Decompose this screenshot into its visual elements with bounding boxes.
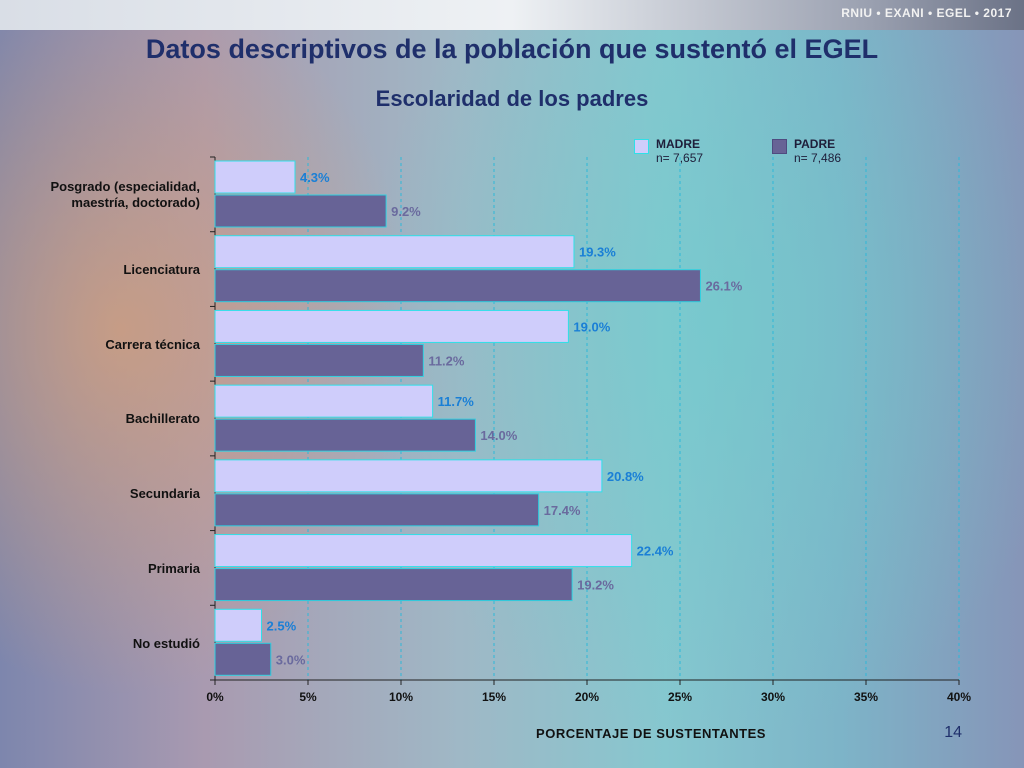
x-tick-label: 20% bbox=[574, 690, 600, 704]
bar-madre bbox=[214, 459, 603, 493]
category-label-secundaria: Secundaria bbox=[129, 486, 200, 501]
bar-padre bbox=[214, 493, 540, 527]
page-number: 14 bbox=[944, 724, 962, 741]
brand-text: RNIU • EXANI • EGEL • 2017 bbox=[841, 6, 1012, 20]
data-label-padre: 11.2% bbox=[428, 353, 465, 368]
bar-padre bbox=[214, 418, 476, 452]
top-banner: RNIU • EXANI • EGEL • 2017 bbox=[0, 0, 1024, 30]
legend-n-padre: n= 7,486 bbox=[794, 151, 842, 165]
x-tick-label: 10% bbox=[388, 690, 414, 704]
category-label-primaria: Primaria bbox=[147, 561, 200, 576]
data-label-padre: 14.0% bbox=[480, 428, 517, 443]
x-tick-label: 0% bbox=[206, 690, 224, 704]
data-label-padre: 17.4% bbox=[544, 503, 581, 518]
legend-item-padre: PADRE n= 7,486 bbox=[772, 137, 912, 167]
slide-title: Datos descriptivos de la población que s… bbox=[145, 34, 879, 64]
data-label-madre: 11.7% bbox=[438, 394, 475, 409]
chart-title: Escolaridad de los padres bbox=[375, 86, 649, 111]
data-label-madre: 20.8% bbox=[607, 469, 644, 484]
category-label-licenciatura: Licenciatura bbox=[123, 262, 200, 277]
legend-swatch-padre bbox=[772, 139, 787, 154]
data-label-padre: 19.2% bbox=[577, 578, 614, 593]
bar-madre bbox=[214, 160, 296, 194]
bar-madre bbox=[214, 309, 569, 343]
category-label-no-estudio: No estudió bbox=[132, 636, 200, 651]
legend-label-padre: PADRE bbox=[794, 137, 836, 151]
x-tick-label: 30% bbox=[760, 690, 786, 704]
x-tick-label: 25% bbox=[667, 690, 693, 704]
category-label-carrera-tecnica: Carrera técnica bbox=[105, 337, 200, 352]
data-label-madre: 22.4% bbox=[637, 544, 674, 559]
bar-madre bbox=[214, 534, 633, 568]
x-tick-label: 5% bbox=[299, 690, 317, 704]
data-label-padre: 9.2% bbox=[391, 204, 421, 219]
data-label-padre: 26.1% bbox=[705, 279, 742, 294]
bar-madre bbox=[214, 235, 575, 269]
x-tick-label: 35% bbox=[853, 690, 879, 704]
bar-padre bbox=[214, 269, 701, 303]
x-tick-label: 15% bbox=[481, 690, 507, 704]
data-label-madre: 19.0% bbox=[573, 319, 610, 334]
data-label-madre: 19.3% bbox=[579, 245, 616, 260]
data-label-madre: 2.5% bbox=[267, 618, 297, 633]
category-label-bachillerato: Bachillerato bbox=[125, 411, 200, 426]
x-axis-label: PORCENTAJE DE SUSTENTANTES bbox=[536, 726, 766, 741]
x-tick-label: 40% bbox=[946, 690, 972, 704]
bar-padre bbox=[214, 343, 424, 377]
data-label-padre: 3.0% bbox=[276, 652, 306, 667]
legend-swatch-madre bbox=[634, 139, 649, 154]
bar-madre bbox=[214, 608, 262, 642]
bar-padre bbox=[214, 642, 272, 676]
data-label-madre: 4.3% bbox=[300, 170, 330, 185]
legend-label-madre: MADRE bbox=[656, 137, 700, 151]
bar-madre bbox=[214, 384, 434, 418]
category-label-posgrado: Posgrado (especialidad, maestría, doctor… bbox=[50, 179, 200, 210]
bar-padre bbox=[214, 194, 387, 228]
bar-padre bbox=[214, 568, 573, 602]
